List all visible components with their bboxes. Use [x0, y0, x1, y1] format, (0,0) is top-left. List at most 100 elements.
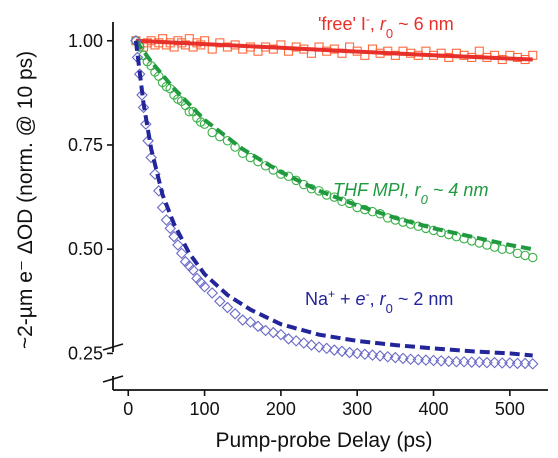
- series-label-part: ~ 4 nm: [428, 180, 489, 200]
- data-point-diamond: [359, 348, 371, 361]
- data-point-circle: [207, 127, 217, 138]
- axis-break-mark-upper: [102, 343, 124, 351]
- data-point-diamond: [381, 350, 394, 363]
- data-point-circle: [527, 252, 538, 263]
- data-point-diamond: [259, 324, 272, 337]
- data-point-diamond: [290, 335, 302, 347]
- data-point-diamond: [404, 353, 417, 366]
- series-label-0: 'free' I-, r0 ~ 6 nm: [318, 12, 454, 41]
- series-label-part: 0: [386, 301, 393, 316]
- series-label-part: ~ 2 nm: [393, 289, 454, 309]
- data-point-diamond: [244, 316, 257, 328]
- data-point-diamond: [164, 222, 177, 235]
- series-label-part: r: [415, 180, 422, 200]
- data-point-diamond: [320, 342, 333, 355]
- x-axis-title: Pump-probe Delay (ps): [215, 429, 432, 452]
- y-axis-title: ~2-µm e⁻ ΔOD (norm. @ 10 ps): [14, 51, 37, 349]
- data-point-diamond: [488, 356, 501, 369]
- data-point-diamond: [496, 357, 508, 369]
- series-1: [131, 36, 538, 263]
- data-point-square: [528, 50, 538, 60]
- data-point-diamond: [198, 280, 211, 293]
- fit-line-1: [134, 39, 534, 252]
- data-point-diamond: [526, 358, 539, 370]
- data-point-diamond: [389, 351, 402, 364]
- data-point-diamond: [351, 347, 363, 360]
- series-label-part: 'free' I: [318, 14, 366, 34]
- data-point-circle: [482, 240, 492, 250]
- data-point-diamond: [275, 328, 287, 341]
- data-point-diamond: [229, 308, 241, 320]
- axes: 0.25 0.50 0.75 1.00 0 100 200 300 400 500: [68, 22, 548, 419]
- data-point-diamond: [140, 118, 152, 130]
- series-label-part: ~ 6 nm: [393, 14, 454, 34]
- data-point-diamond: [343, 346, 356, 359]
- data-point-diamond: [214, 295, 226, 308]
- data-point-diamond: [511, 357, 524, 370]
- data-point-diamond: [366, 349, 379, 361]
- data-point-diamond: [206, 287, 218, 299]
- series-label-part: THF MPI,: [333, 180, 415, 200]
- x-tick-label: 100: [190, 399, 220, 419]
- data-point-diamond: [282, 333, 295, 345]
- data-point-diamond: [172, 239, 184, 251]
- data-point-diamond: [149, 168, 161, 180]
- data-point-diamond: [328, 344, 341, 356]
- data-point-diamond: [137, 101, 150, 114]
- series-0: [131, 34, 538, 65]
- data-point-diamond: [145, 151, 157, 164]
- data-point-diamond: [236, 314, 249, 326]
- data-point-diamond: [504, 357, 516, 369]
- data-point-diamond: [336, 345, 348, 358]
- x-tick-label: 300: [342, 399, 372, 419]
- plot-area: [130, 34, 539, 370]
- series-label-part: 0: [386, 26, 393, 41]
- data-point-circle: [520, 250, 530, 261]
- data-point-circle: [512, 248, 523, 259]
- data-point-circle: [497, 244, 507, 254]
- data-point-diamond: [465, 356, 478, 368]
- y-tick-label: 0.75: [68, 135, 103, 155]
- series-label-part: -: [366, 12, 370, 26]
- series-label-1: THF MPI, r0 ~ 4 nm: [333, 180, 488, 207]
- data-point-diamond: [412, 353, 425, 366]
- y-tick-label: 1.00: [68, 31, 103, 51]
- x-tick-label: 500: [495, 399, 525, 419]
- fit-line-2: [133, 40, 533, 358]
- data-point-diamond: [313, 341, 325, 353]
- x-tick-label: 400: [419, 399, 449, 419]
- data-point-diamond: [221, 301, 234, 314]
- y-tick-label: 0.25: [68, 343, 103, 363]
- fit-line-0: [135, 38, 533, 62]
- data-point-diamond: [519, 357, 531, 370]
- data-point-diamond: [443, 355, 455, 368]
- data-point-diamond: [473, 356, 486, 368]
- data-point-diamond: [420, 354, 432, 366]
- data-point-square: [474, 46, 484, 56]
- data-point-diamond: [374, 350, 386, 362]
- data-point-diamond: [168, 230, 180, 243]
- data-point-diamond: [435, 355, 447, 367]
- data-point-diamond: [267, 326, 280, 339]
- data-point-diamond: [187, 264, 199, 276]
- series-label-part: ,: [370, 289, 380, 309]
- data-point-diamond: [305, 339, 318, 351]
- series-label-part: Na: [305, 289, 329, 309]
- y-tick-label: 0.50: [68, 239, 103, 259]
- series-label-2: Na+ + e-, r0 ~ 2 nm: [305, 287, 453, 316]
- data-point-diamond: [458, 355, 470, 368]
- data-point-diamond: [427, 354, 440, 367]
- series-label-part: -: [366, 287, 370, 301]
- data-point-diamond: [175, 247, 188, 260]
- series-label-part: r: [380, 14, 387, 34]
- data-point-circle: [184, 106, 195, 117]
- series-label-part: +: [328, 287, 335, 301]
- data-point-circle: [283, 171, 294, 181]
- data-point-diamond: [481, 356, 493, 369]
- series-label-part: ,: [370, 14, 380, 34]
- data-point-diamond: [298, 337, 310, 349]
- series-2: [130, 34, 539, 370]
- x-tick-label: 200: [266, 399, 296, 419]
- data-point-diamond: [252, 320, 264, 333]
